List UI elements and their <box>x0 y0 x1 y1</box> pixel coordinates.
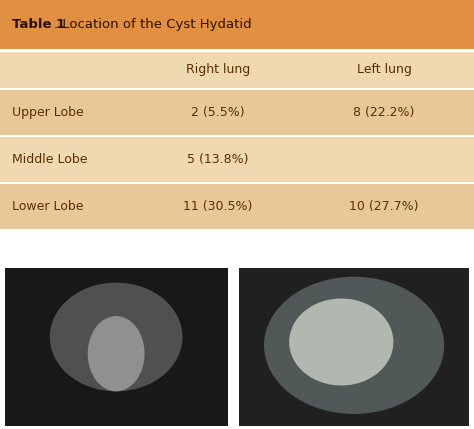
Bar <box>0 51 474 88</box>
Text: Middle Lobe: Middle Lobe <box>12 153 87 166</box>
Ellipse shape <box>264 277 444 414</box>
Ellipse shape <box>88 316 145 391</box>
Text: Lower Lobe: Lower Lobe <box>12 200 83 213</box>
Text: 10 (27.7%): 10 (27.7%) <box>349 200 419 213</box>
Text: Table 1: Table 1 <box>12 18 65 31</box>
Text: . Location of the Cyst Hydatid: . Location of the Cyst Hydatid <box>54 18 251 31</box>
Bar <box>0 90 474 135</box>
Bar <box>0 0 474 49</box>
Bar <box>239 269 469 426</box>
Text: 2 (5.5%): 2 (5.5%) <box>191 106 245 119</box>
Ellipse shape <box>289 299 393 386</box>
Text: 8 (22.2%): 8 (22.2%) <box>353 106 415 119</box>
Ellipse shape <box>50 283 182 391</box>
Text: Right lung: Right lung <box>186 63 250 76</box>
Text: 11 (30.5%): 11 (30.5%) <box>183 200 253 213</box>
Text: Upper Lobe: Upper Lobe <box>12 106 83 119</box>
Text: Left lung: Left lung <box>356 63 411 76</box>
Bar <box>5 269 228 426</box>
Text: 5 (13.8%): 5 (13.8%) <box>187 153 249 166</box>
Bar <box>0 137 474 181</box>
Bar <box>0 184 474 229</box>
